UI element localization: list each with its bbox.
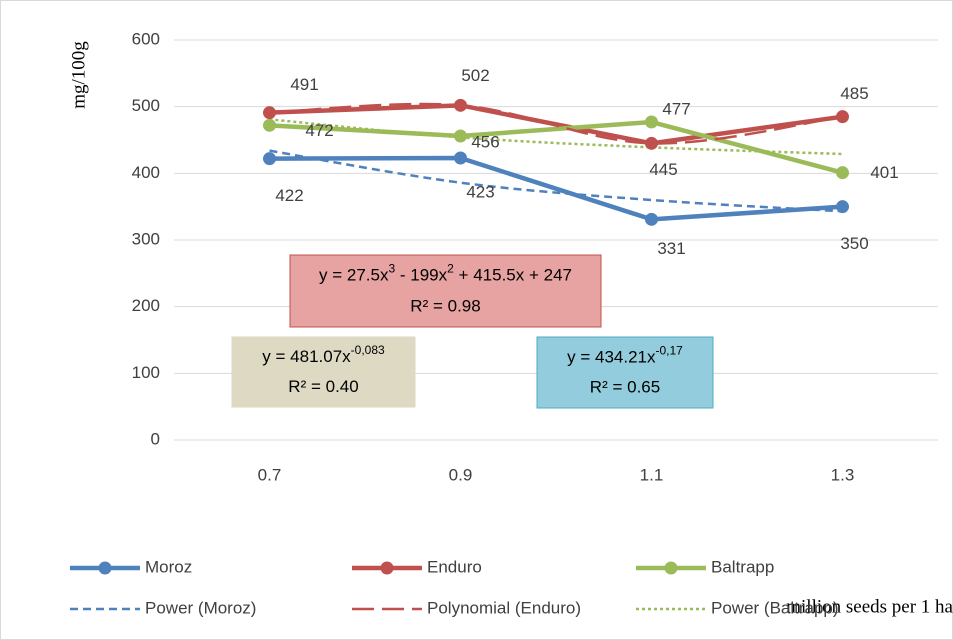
x-tick-label: 1.3 [831,465,855,484]
y-tick-label: 300 [132,229,160,248]
data-label: 472 [305,121,333,140]
data-point [645,212,658,226]
equation-r2: R² = 0.65 [590,378,660,397]
equation-text: y = 434.21x-0,17 [567,343,683,366]
data-point [645,136,658,150]
equation-box [289,254,602,328]
series-line [269,119,844,175]
equation-part: 2 [447,262,454,276]
y-tick-label: 400 [132,163,160,182]
trendline [269,149,843,213]
data-label: 422 [275,186,303,205]
data-point [454,151,467,165]
equation-part: -0,17 [656,343,684,357]
data-label: 423 [466,182,494,201]
legend-marker [98,561,112,575]
legend-marker [664,561,678,575]
data-point [263,152,276,166]
data-label: 485 [840,84,868,103]
equation-part: 3 [388,262,395,276]
y-tick-label: 0 [151,429,160,448]
x-axis-title: million seeds per 1 ha [786,596,953,617]
data-point [645,115,658,129]
equation-part: -0,083 [351,343,385,357]
data-label: 331 [657,239,685,258]
equation-part: y = 27.5x [319,266,389,285]
legend-label: Enduro [427,557,482,576]
y-tick-label: 500 [132,96,160,115]
x-tick-label: 0.7 [258,465,282,484]
legend-label: Baltrapp [711,557,774,576]
data-label: 445 [649,160,677,179]
data-point [263,106,276,120]
equation-text: y = 481.07x-0,083 [262,343,385,366]
legend-label: Moroz [145,557,192,576]
legend-label: Power (Moroz) [145,598,256,617]
y-tick-label: 600 [132,29,160,48]
data-point [836,166,849,180]
series-line [269,155,843,222]
x-tick-label: 0.9 [449,465,473,484]
legend-label: Power (Baltrapp) [711,598,839,617]
data-point [454,129,467,143]
data-label: 456 [471,132,499,151]
equation-part: y = 434.21x [567,348,656,367]
data-label: 491 [290,75,318,94]
x-tick-label: 1.1 [640,465,664,484]
data-label: 477 [662,99,690,118]
data-point [836,200,849,214]
data-label: 350 [840,234,868,253]
y-axis-title: mg/100g [68,41,89,109]
legend-label: Polynomial (Enduro) [427,598,581,617]
data-point [263,118,276,132]
data-label: 502 [461,66,489,85]
data-point [836,110,849,124]
data-label: 401 [870,163,898,182]
equation-box [536,336,714,409]
y-tick-label: 200 [132,296,160,315]
equation-text: y = 27.5x3 - 199x2 + 415.5x + 247 [319,262,572,285]
equation-part: y = 481.07x [262,347,351,366]
legend-marker [380,561,394,575]
equation-r2: R² = 0.98 [410,296,480,315]
equation-part: - 199x [395,266,447,285]
equation-box [231,336,416,408]
equation-r2: R² = 0.40 [288,377,358,396]
data-point [454,98,467,112]
trendline [269,102,843,145]
equation-part: + 415.5x + 247 [454,266,572,285]
y-tick-label: 100 [132,363,160,382]
